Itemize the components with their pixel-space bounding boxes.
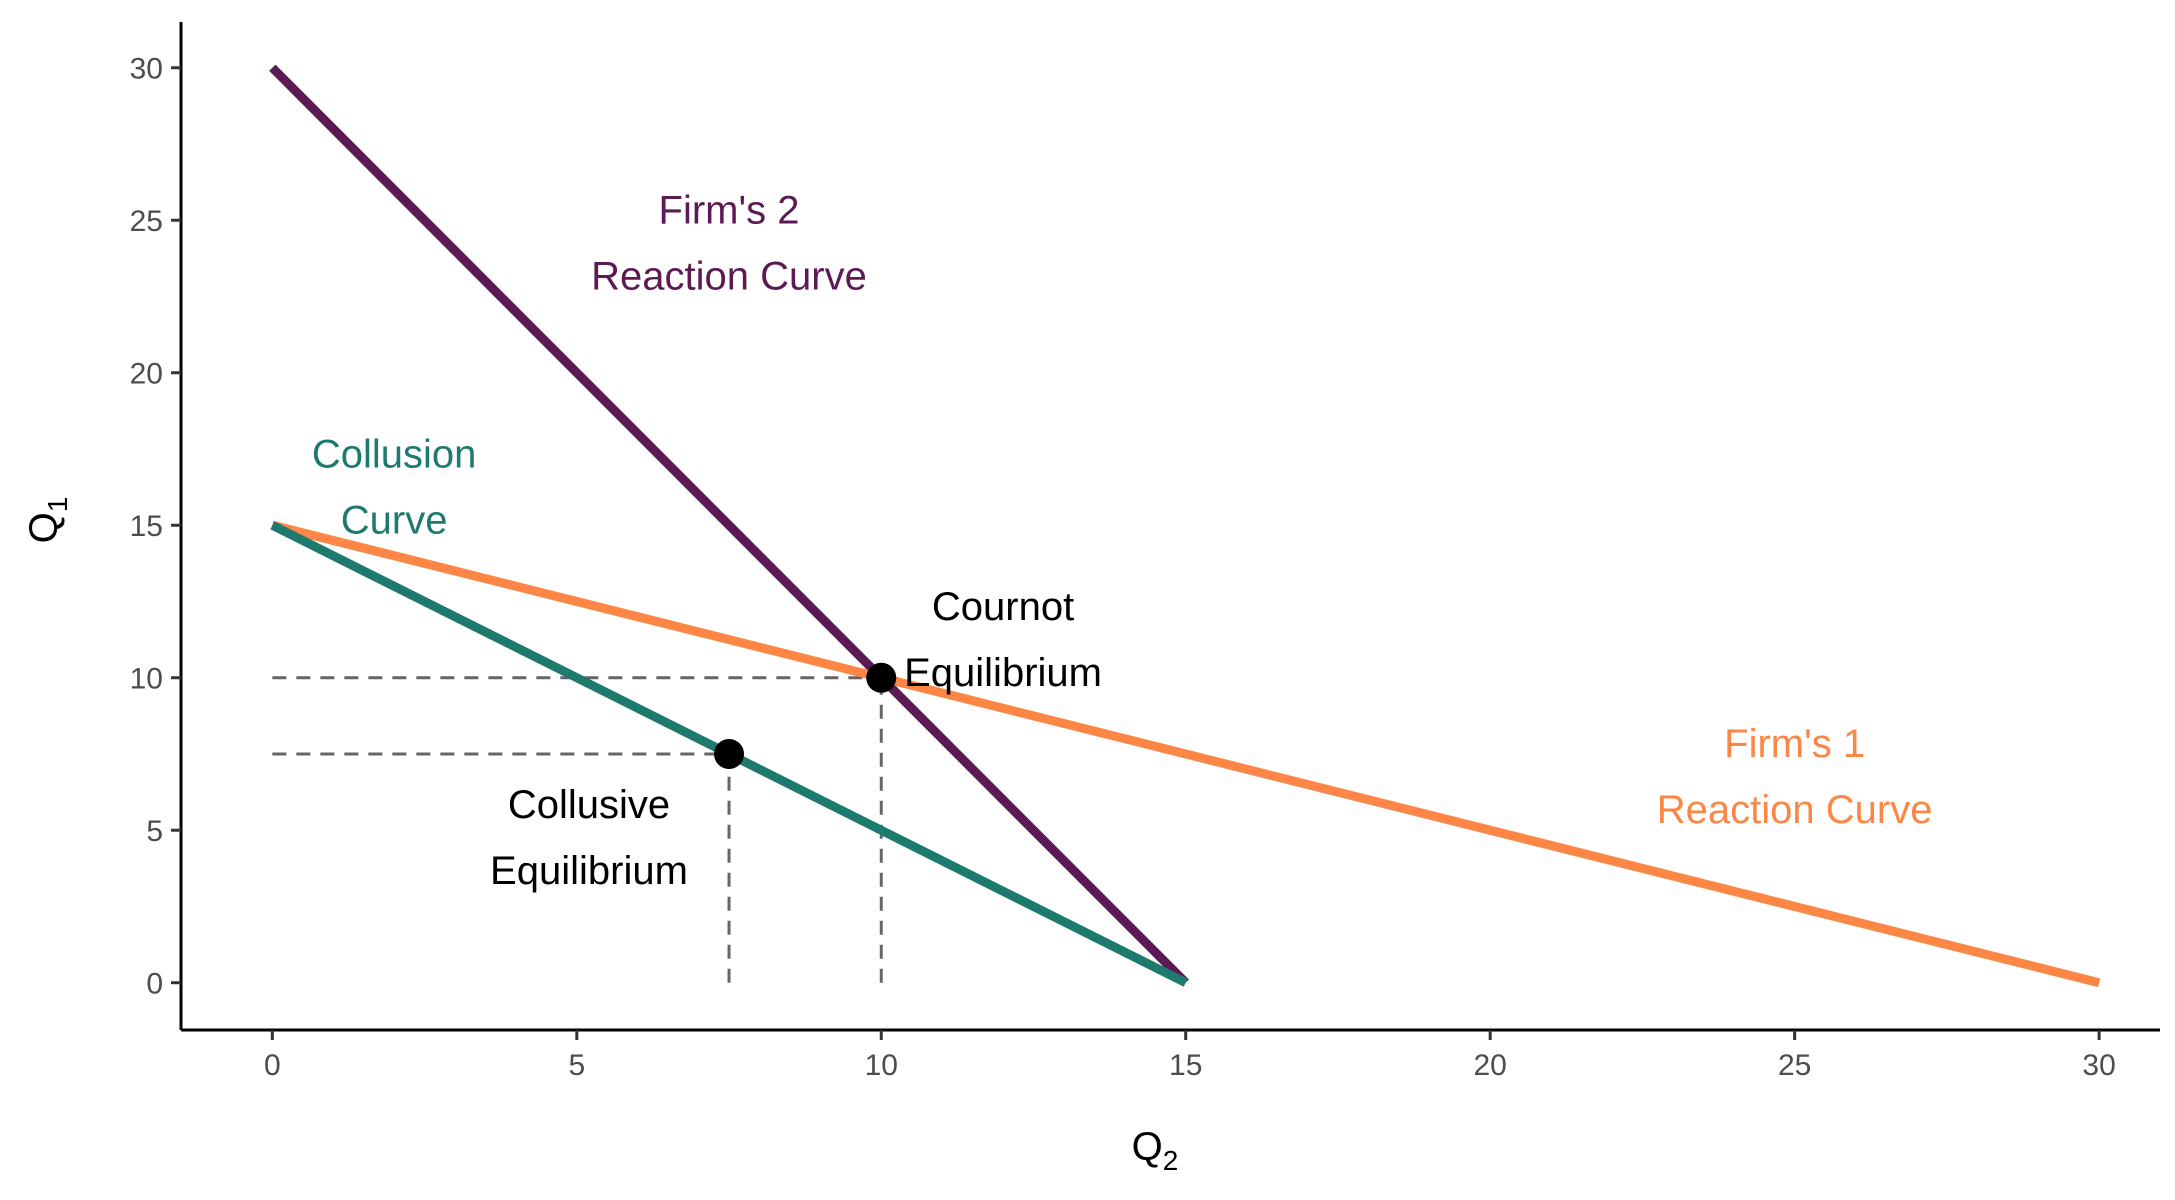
x-tick-label: 15: [1169, 1049, 1202, 1082]
equilibrium-points: [714, 662, 897, 769]
y-axis-ticks: 0 5 10 15 20 25 30: [130, 53, 181, 1001]
x-tick-label: 5: [568, 1049, 585, 1082]
y-tick-label: 20: [130, 358, 163, 391]
firm1-label-line-2: Reaction Curve: [1657, 788, 1933, 832]
firm1-label: Firm's 1 Reaction Curve: [1657, 722, 1933, 832]
collusive-label: Collusive Equilibrium: [490, 783, 688, 893]
y-axis-title-main: Q: [22, 512, 66, 543]
collusion-label-line-2: Curve: [341, 498, 448, 542]
x-axis-ticks: 0 5 10 15 20 25 30: [264, 1030, 2116, 1082]
y-axis-title-sub: 1: [42, 497, 73, 513]
firm1-line: [271, 520, 2101, 988]
y-tick-label: 10: [130, 663, 163, 696]
y-tick-label: 25: [130, 205, 163, 238]
firm2-label-line-1: Firm's 2: [659, 188, 800, 232]
x-tick-label: 20: [1473, 1049, 1506, 1082]
cournot-label: Cournot Equilibrium: [904, 585, 1102, 695]
x-axis-title: Q2: [1132, 1125, 1179, 1176]
annotations: Firm's 2 Reaction Curve Collusion Curve Cour…: [312, 188, 1933, 893]
x-tick-label: 10: [865, 1049, 898, 1082]
firm2-line: [269, 64, 1189, 986]
y-axis-title: Q1: [22, 497, 73, 544]
y-tick-label: 15: [130, 510, 163, 543]
collusion-label: Collusion Curve: [312, 432, 477, 542]
cournot-label-line-2: Equilibrium: [904, 651, 1102, 695]
x-tick-label: 30: [2082, 1049, 2115, 1082]
x-axis-title-sub: 2: [1163, 1145, 1179, 1176]
cournot-point: [866, 662, 897, 693]
collusion-label-line-1: Collusion: [312, 432, 477, 476]
x-tick-label: 0: [264, 1049, 281, 1082]
y-tick-label: 30: [130, 53, 163, 86]
y-tick-label: 5: [146, 815, 163, 848]
firm2-label-line-2: Reaction Curve: [591, 254, 867, 298]
collusive-label-line-1: Collusive: [508, 783, 670, 827]
y-tick-label: 0: [146, 968, 163, 1001]
guide-lines: [272, 676, 883, 983]
series-lines: [269, 64, 2101, 988]
collusive-label-line-2: Equilibrium: [490, 849, 688, 893]
x-tick-label: 25: [1778, 1049, 1811, 1082]
firm2-label: Firm's 2 Reaction Curve: [591, 188, 867, 298]
x-axis-title-main: Q: [1132, 1125, 1163, 1169]
collusive-point: [714, 738, 745, 769]
cournot-label-line-1: Cournot: [932, 585, 1074, 629]
firm1-label-line-1: Firm's 1: [1724, 722, 1865, 766]
